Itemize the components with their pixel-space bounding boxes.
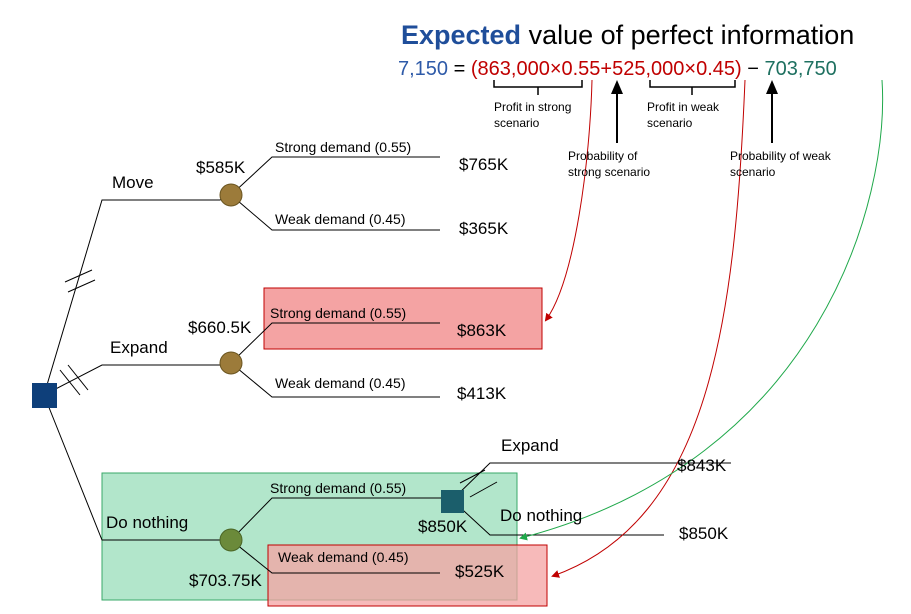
move-weak-branch — [230, 194, 440, 231]
dn-weak-label: Weak demand (0.45) — [278, 549, 408, 565]
move-ev: $585K — [196, 158, 246, 177]
move-chance-node — [219, 183, 243, 207]
red-arrow-863 — [544, 79, 593, 322]
sub-decision-ev: $850K — [418, 517, 468, 536]
profit-weak-line1: Profit in weak — [647, 100, 720, 114]
sub-expand-branch — [451, 462, 731, 501]
red-arrow-525 — [551, 79, 746, 578]
prob-strong-line2: strong scenario — [568, 165, 650, 179]
move-strong-value: $765K — [459, 155, 509, 174]
sub-nothing-value: $850K — [679, 524, 729, 543]
prob-strong-line1: Probability of — [568, 149, 638, 163]
sub-nothing-branch — [451, 499, 664, 536]
sub-expand-label: Expand — [501, 436, 559, 455]
do-nothing-chance-node — [219, 528, 243, 552]
title: Expected value of perfect information — [401, 20, 854, 50]
equation-equals: = — [448, 58, 471, 80]
expand-strong-label: Strong demand (0.55) — [270, 305, 406, 321]
strong-profit-bracket — [493, 80, 583, 95]
do-nothing-ev: $703.75K — [189, 571, 262, 590]
weak-profit-bracket — [649, 80, 736, 95]
sub-decision-node — [441, 490, 464, 513]
green-arrow-703750 — [519, 79, 884, 541]
profit-strong-line2: scenario — [494, 116, 540, 130]
do-nothing-label: Do nothing — [106, 513, 188, 532]
move-strong-branch — [230, 156, 440, 196]
prob-weak-line2: scenario — [730, 165, 776, 179]
equation-result: 7,150 — [398, 58, 448, 80]
equation-term1: (863,000×0.55+525,000×0.45) — [471, 58, 742, 80]
expand-ev: $660.5K — [188, 318, 252, 337]
equation-minus: − — [742, 58, 765, 80]
expand-weak-branch — [230, 362, 440, 398]
equation-brackets — [493, 80, 736, 95]
dn-weak-branch — [230, 539, 440, 574]
expand-strong-branch — [230, 322, 440, 364]
title-bold: Expected — [401, 20, 521, 50]
root-decision-node — [32, 383, 57, 408]
move-weak-label: Weak demand (0.45) — [275, 211, 405, 227]
sub-nothing-label: Do nothing — [500, 506, 582, 525]
annotations: Profit in strong scenario Probability of… — [494, 100, 832, 179]
probability-arrows — [611, 80, 778, 143]
move-weak-value: $365K — [459, 219, 509, 238]
expand-weak-value: $413K — [457, 384, 507, 403]
move-strong-label: Strong demand (0.55) — [275, 139, 411, 155]
dn-weak-value: $525K — [455, 562, 505, 581]
move-label: Move — [112, 173, 154, 192]
branch-expand — [43, 362, 232, 396]
expand-strong-value: $863K — [457, 321, 507, 340]
expand-strong-highlight — [263, 287, 543, 350]
equation-term2: 703,750 — [764, 58, 836, 80]
expand-label: Expand — [110, 338, 168, 357]
equation: 7,150 = (863,000×0.55+525,000×0.45) − 70… — [398, 58, 837, 80]
expand-weak-label: Weak demand (0.45) — [275, 375, 405, 391]
expand-chance-node — [219, 351, 243, 375]
prob-weak-line1: Probability of weak — [730, 149, 832, 163]
weak-demand-highlight — [267, 544, 548, 607]
dn-strong-label: Strong demand (0.55) — [270, 480, 406, 496]
title-rest: value of perfect information — [521, 20, 854, 50]
dn-strong-branch — [230, 497, 452, 541]
profit-weak-line2: scenario — [647, 116, 693, 130]
profit-strong-line1: Profit in strong — [494, 100, 571, 114]
sub-expand-value: $843K — [677, 456, 727, 475]
